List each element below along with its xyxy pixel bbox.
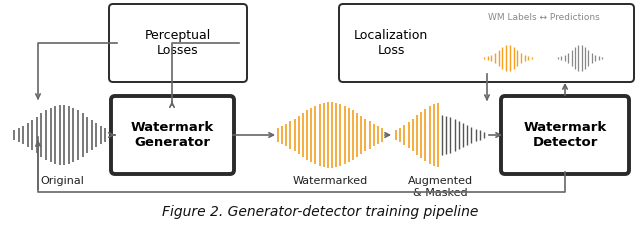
Text: WM Labels ↔ Predictions: WM Labels ↔ Predictions xyxy=(488,14,600,22)
FancyBboxPatch shape xyxy=(339,4,634,82)
FancyBboxPatch shape xyxy=(111,96,234,174)
Text: Augmented
& Masked: Augmented & Masked xyxy=(408,176,472,198)
Text: Perceptual
Losses: Perceptual Losses xyxy=(145,29,211,57)
Text: Watermark
Detector: Watermark Detector xyxy=(524,121,607,149)
Text: Watermark
Generator: Watermark Generator xyxy=(131,121,214,149)
Text: Original: Original xyxy=(40,176,84,186)
Text: Localization
Loss: Localization Loss xyxy=(354,29,428,57)
FancyBboxPatch shape xyxy=(109,4,247,82)
Text: Watermarked: Watermarked xyxy=(292,176,367,186)
Text: Figure 2. Generator-detector training pipeline: Figure 2. Generator-detector training pi… xyxy=(162,205,478,219)
FancyBboxPatch shape xyxy=(501,96,629,174)
